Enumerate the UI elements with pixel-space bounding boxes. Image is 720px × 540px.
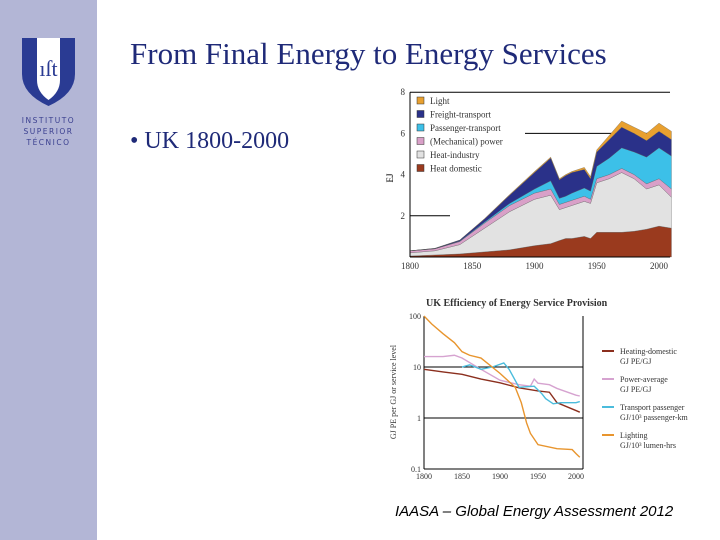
legend-swatch	[416, 150, 425, 159]
x-tick-label: 2000	[568, 472, 584, 481]
x-tick-label: 1900	[526, 261, 545, 271]
bullet-text: UK 1800-2000	[144, 128, 290, 154]
legend-swatch	[416, 164, 425, 172]
legend-unit: GJ PE/GJ	[620, 385, 651, 394]
legend-unit: GJ PE/GJ	[620, 357, 651, 366]
logo-text-line: INSTITUTO	[21, 116, 76, 125]
legend-label: Heat domestic	[430, 164, 482, 174]
line-transport-passenger	[461, 362, 580, 405]
x-tick-label: 1850	[463, 261, 482, 271]
legend-label: Light	[430, 96, 450, 106]
bullet-item: • UK 1800-2000	[130, 128, 290, 154]
x-tick-label: 2000	[650, 261, 669, 271]
x-tick-label: 1800	[401, 261, 420, 271]
legend-unit: GJ/10³ passenger-km	[620, 413, 689, 422]
y-tick-label: 10	[413, 363, 421, 372]
x-tick-label: 1850	[454, 472, 470, 481]
logo-text-line: TÉCNICO	[26, 138, 71, 147]
legend-label: Heat-industry	[430, 150, 480, 160]
legend-label: Power-average	[620, 375, 668, 384]
x-tick-label: 1950	[530, 472, 546, 481]
y-tick-label: 2	[401, 211, 406, 221]
legend-label: Heating-domestic	[620, 347, 677, 356]
y-tick-label: 4	[401, 170, 406, 180]
legend-label: (Mechanical) power	[430, 137, 503, 147]
y-axis-label: EJ	[385, 173, 395, 182]
x-tick-label: 1900	[492, 472, 508, 481]
ist-logo-shield: ıſt	[22, 38, 75, 106]
legend-label: Freight-transport	[430, 110, 491, 120]
y-tick-label: 6	[401, 128, 406, 138]
y-tick-label: 100	[409, 312, 421, 321]
y-axis-label: GJ PE per GJ or service level	[389, 344, 398, 439]
y-tick-label: 1	[417, 414, 421, 423]
legend-swatch	[416, 137, 425, 145]
x-tick-label: 1800	[416, 472, 432, 481]
legend-label: Transport passenger	[620, 403, 685, 412]
chart-title: UK Efficiency of Energy Service Provisio…	[426, 298, 608, 309]
legend-unit: GJ/10³ lumen-hrs	[620, 441, 676, 450]
y-tick-label: 0.1	[411, 465, 421, 474]
source-footer: IAASA – Global Energy Assessment 2012	[395, 503, 674, 520]
legend-label: Lighting	[620, 431, 648, 440]
line-lighting	[423, 315, 581, 458]
area-light	[409, 120, 672, 251]
legend-swatch	[416, 123, 425, 132]
y-tick-label: 8	[401, 87, 406, 97]
logo-text-line: SUPERIOR	[23, 127, 74, 136]
x-tick-label: 1950	[588, 261, 607, 271]
line-power-average	[424, 354, 580, 397]
slide-title: From Final Energy to Energy Services	[130, 36, 607, 71]
legend-swatch	[416, 110, 425, 118]
legend-swatch	[416, 96, 425, 105]
svg-text:ıſt: ıſt	[39, 56, 57, 81]
sidebar: ıſt INSTITUTO SUPERIOR TÉCNICO	[0, 0, 97, 540]
legend-label: Passenger-transport	[430, 123, 501, 133]
